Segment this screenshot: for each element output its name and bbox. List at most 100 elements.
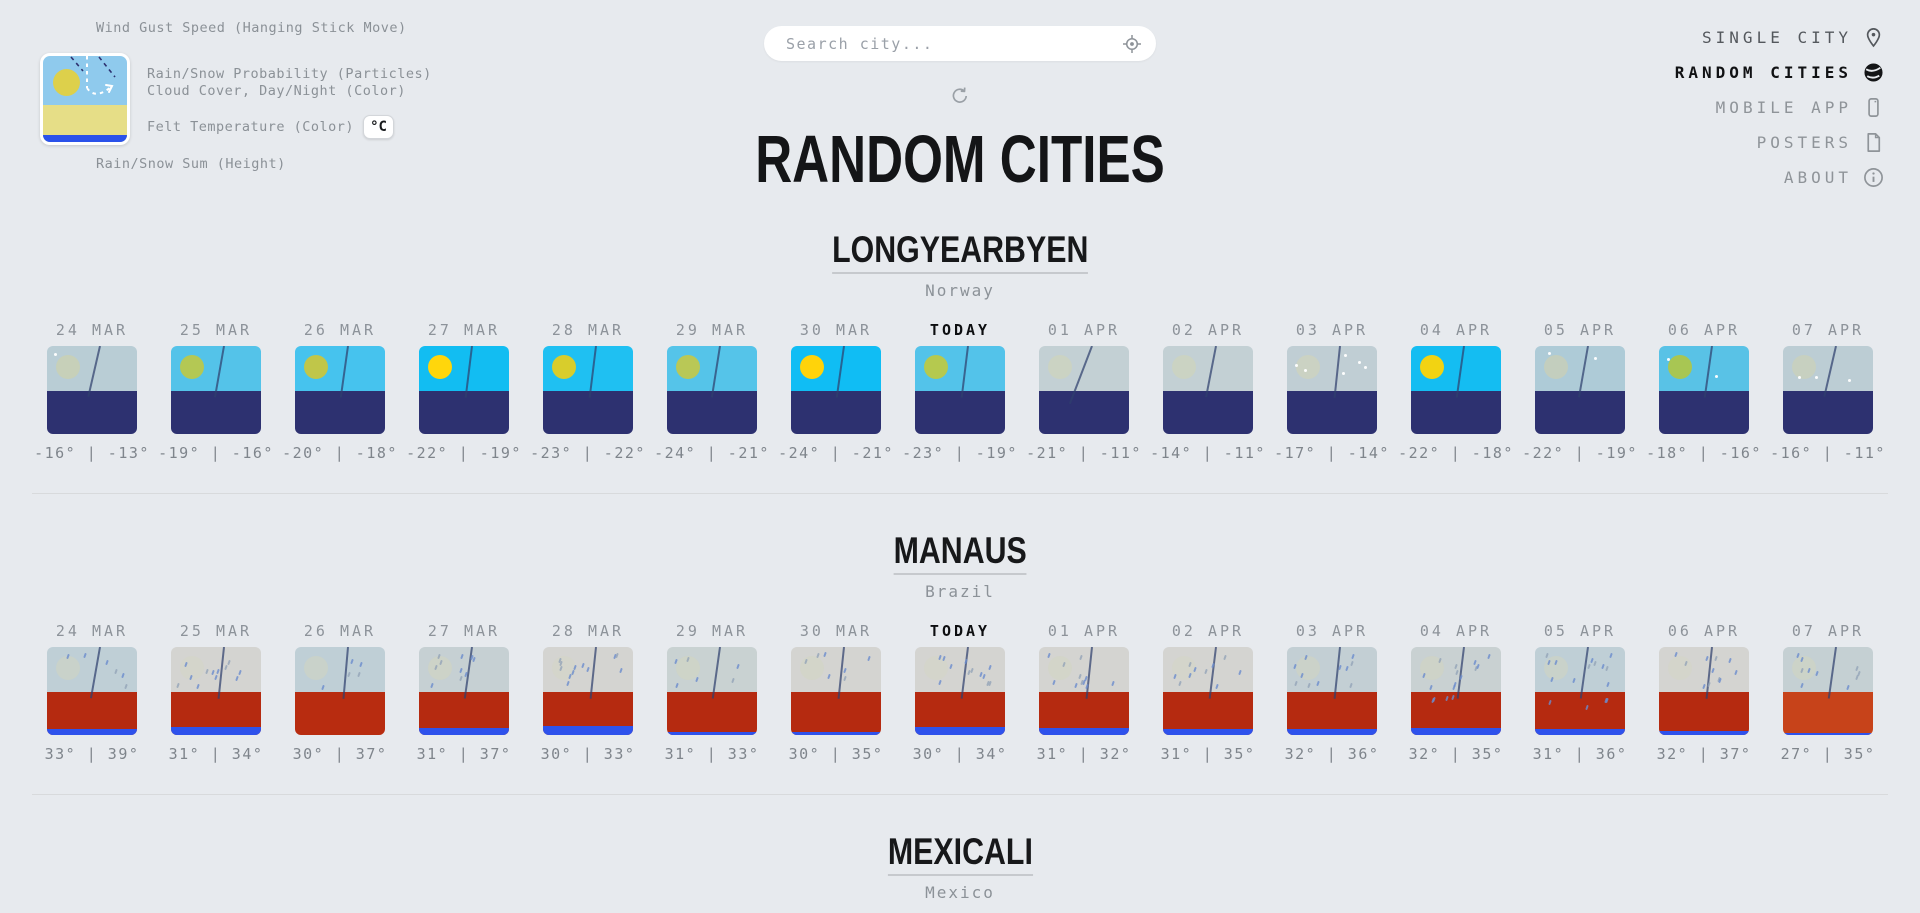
weather-card[interactable] [667,647,757,735]
weather-card[interactable] [1411,647,1501,735]
day-date-label: 24 MAR [55,622,129,640]
day-column: 29 MAR 31° | 33° [664,622,760,763]
weather-card[interactable] [1039,647,1129,735]
unit-toggle-button[interactable]: °C [363,115,394,139]
legend-cloud-label: Cloud Cover, Day/Night (Color) [147,83,406,99]
day-date-label: 05 APR [1543,321,1617,339]
section-divider [32,794,1888,795]
rain-sum-strip [667,732,757,735]
weather-card[interactable] [543,346,633,434]
day-temperature-label: 27° | 35° [1780,745,1876,763]
snow-particle [1304,368,1308,372]
snow-particle [53,352,57,356]
day-date-label: 01 APR [1047,321,1121,339]
weather-card[interactable] [1287,346,1377,434]
day-temperature-label: 31° | 34° [168,745,264,763]
weather-card[interactable] [543,647,633,735]
weather-card[interactable] [915,346,1005,434]
weather-card[interactable] [667,346,757,434]
weather-card[interactable] [1411,346,1501,434]
felt-temperature-area [295,391,385,434]
day-date-label: 30 MAR [799,321,873,339]
rain-sum-strip [1163,729,1253,735]
weather-card[interactable] [791,647,881,735]
search-input[interactable] [764,34,1121,53]
felt-temperature-area [1783,692,1873,735]
weather-card[interactable] [171,647,261,735]
felt-temperature-area [1411,692,1501,735]
felt-temperature-area [667,391,757,434]
sun-icon [304,656,328,680]
snow-particle [1815,375,1819,379]
snow-particle [1343,354,1347,358]
day-temperature-label: 31° | 35° [1160,745,1256,763]
globe-icon [1863,62,1884,83]
weather-card[interactable] [171,346,261,434]
weather-card[interactable] [1287,647,1377,735]
day-date-label: 29 MAR [675,321,749,339]
day-temperature-label: -19° | -16° [158,444,274,462]
weather-card[interactable] [1659,647,1749,735]
day-temperature-label: -22° | -19° [1522,444,1638,462]
refresh-button[interactable] [949,85,971,110]
sun-icon [676,355,700,379]
weather-card[interactable] [1535,647,1625,735]
nav-item-about[interactable]: ABOUT [1784,164,1884,191]
nav-item-posters[interactable]: POSTERS [1757,129,1884,156]
nav-item-single-city[interactable]: SINGLE CITY [1702,24,1884,51]
day-date-label: 06 APR [1667,622,1741,640]
rain-sum-strip [1535,729,1625,735]
nav-item-mobile-app[interactable]: MOBILE APP [1716,94,1884,121]
weather-card[interactable] [915,647,1005,735]
sun-icon [552,355,576,379]
sun-icon [1668,656,1692,680]
city-country: Mexico [925,883,995,902]
day-date-label: 03 APR [1295,321,1369,339]
day-date-label: 26 MAR [303,622,377,640]
legend-rain-prob-label: Rain/Snow Probability (Particles) [147,66,432,82]
day-column: 28 MAR 30° | 33° [541,622,634,763]
weather-card[interactable] [295,346,385,434]
sun-icon [1296,656,1320,680]
weather-card[interactable] [1535,346,1625,434]
day-column: 30 MAR 30° | 35° [789,622,882,763]
weather-card[interactable] [1783,647,1873,735]
snow-particle [1715,374,1719,378]
city-name-link[interactable]: MEXICALI [887,833,1033,876]
weather-card[interactable] [295,647,385,735]
weather-card[interactable] [791,346,881,434]
day-temperature-label: 31° | 33° [664,745,760,763]
day-column: 01 APR -21° | -11° [1026,321,1140,462]
weather-card[interactable] [1163,647,1253,735]
weather-card[interactable] [1163,346,1253,434]
legend-rain-sum-label: Rain/Snow Sum (Height) [96,156,286,172]
locate-icon [1123,34,1141,53]
day-column: 04 APR 32° | 35° [1409,622,1502,763]
day-temperature-label: 30° | 34° [912,745,1008,763]
locate-button[interactable] [1121,33,1156,55]
day-date-label: 26 MAR [303,321,377,339]
day-column: 06 APR 32° | 37° [1657,622,1750,763]
day-date-label: 30 MAR [799,622,873,640]
felt-temperature-area [791,391,881,434]
day-column: 06 APR -18° | -16° [1646,321,1760,462]
day-temperature-label: 30° | 37° [292,745,388,763]
city-header: LONGYEARBYEN [0,231,1920,274]
city-name-link[interactable]: MANAUS [893,532,1027,575]
nav-item-random-cities[interactable]: RANDOM CITIES [1675,59,1884,86]
weather-card[interactable] [47,346,137,434]
sun-icon [1792,656,1816,680]
day-date-label: 25 MAR [179,622,253,640]
weather-card[interactable] [419,346,509,434]
felt-temperature-area [1659,391,1749,434]
weather-card[interactable] [47,647,137,735]
city-name-link[interactable]: LONGYEARBYEN [831,231,1089,274]
search-bar [764,26,1156,61]
felt-temperature-area [1535,692,1625,735]
weather-card[interactable] [1659,346,1749,434]
weather-card[interactable] [1039,346,1129,434]
rain-sum-strip [1411,728,1501,735]
day-date-label: 07 APR [1791,321,1865,339]
weather-card[interactable] [419,647,509,735]
weather-card[interactable] [1783,346,1873,434]
